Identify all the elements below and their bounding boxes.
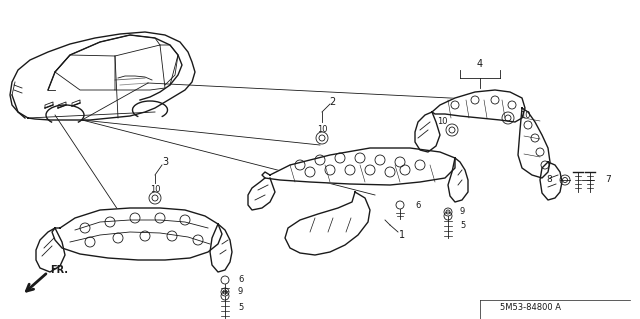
Polygon shape bbox=[52, 208, 222, 260]
Text: 1: 1 bbox=[399, 230, 405, 240]
Text: FR.: FR. bbox=[50, 265, 68, 275]
Polygon shape bbox=[36, 228, 65, 272]
Polygon shape bbox=[210, 224, 232, 272]
Text: 10: 10 bbox=[317, 125, 327, 135]
Polygon shape bbox=[415, 112, 440, 152]
Text: 5M53-84800 A: 5M53-84800 A bbox=[499, 303, 561, 313]
Text: 9: 9 bbox=[460, 207, 465, 217]
Polygon shape bbox=[540, 162, 562, 200]
Polygon shape bbox=[448, 158, 468, 202]
Text: 10: 10 bbox=[436, 117, 447, 127]
Text: 4: 4 bbox=[477, 59, 483, 69]
Text: 9: 9 bbox=[238, 287, 243, 296]
Text: 6: 6 bbox=[238, 276, 243, 285]
Text: 2: 2 bbox=[329, 97, 335, 107]
Text: 10: 10 bbox=[520, 110, 531, 120]
Text: 8: 8 bbox=[547, 175, 552, 184]
Text: 10: 10 bbox=[150, 186, 160, 195]
Polygon shape bbox=[518, 108, 550, 178]
Polygon shape bbox=[248, 178, 275, 210]
Text: 6: 6 bbox=[415, 201, 420, 210]
Text: 7: 7 bbox=[605, 175, 611, 184]
Text: 5: 5 bbox=[238, 303, 243, 313]
Text: 5: 5 bbox=[460, 221, 465, 231]
Polygon shape bbox=[432, 90, 525, 122]
Text: 3: 3 bbox=[162, 157, 168, 167]
Polygon shape bbox=[285, 192, 370, 255]
Polygon shape bbox=[262, 148, 455, 185]
